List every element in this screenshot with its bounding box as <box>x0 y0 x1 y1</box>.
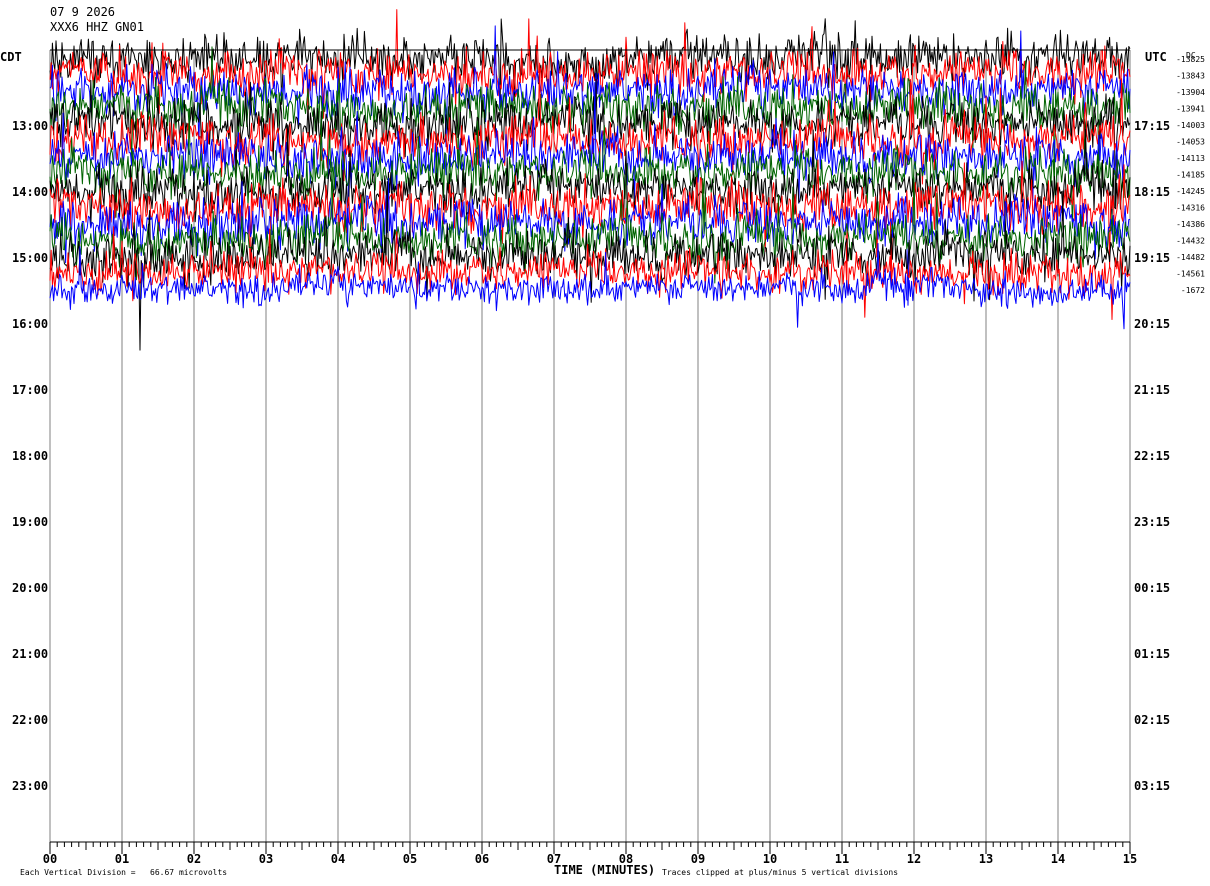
x-axis-title: TIME (MINUTES) <box>554 863 655 877</box>
dc-offset-label: -14316 <box>1176 204 1205 213</box>
x-tick-label: 09 <box>691 852 705 866</box>
dc-offset-label: -1672 <box>1181 286 1205 295</box>
right-hour-label: 22:15 <box>1134 449 1170 463</box>
dc-offset-label: -14561 <box>1176 270 1205 279</box>
trace-line <box>49 243 1131 330</box>
dc-offset-label: -14432 <box>1176 237 1205 246</box>
left-hour-label: 16:00 <box>12 317 48 331</box>
dc-offset-label: -14245 <box>1176 187 1205 196</box>
dc-offset-label: -13904 <box>1176 88 1205 97</box>
left-hour-label: 20:00 <box>12 581 48 595</box>
x-tick-label: 14 <box>1051 852 1065 866</box>
dc-label: DC <box>1186 51 1196 60</box>
dc-offset-label: -14482 <box>1176 253 1205 262</box>
trace-line <box>49 25 1131 148</box>
trace-line <box>49 177 1131 306</box>
dc-offset-label: -14113 <box>1176 154 1205 163</box>
right-hour-label: 02:15 <box>1134 713 1170 727</box>
x-tick-label: 07 <box>547 852 561 866</box>
dc-offset-label: -13941 <box>1176 105 1205 114</box>
left-hour-label: 17:00 <box>12 383 48 397</box>
left-hour-label: 21:00 <box>12 647 48 661</box>
left-hour-label: 13:00 <box>12 119 48 133</box>
right-hour-label: 17:15 <box>1134 119 1170 133</box>
dc-offset-label: -14185 <box>1176 171 1205 180</box>
x-tick-label: 00 <box>43 852 57 866</box>
date-label: 07 9 2026 <box>50 5 115 19</box>
x-tick-label: 05 <box>403 852 417 866</box>
left-hour-label: 15:00 <box>12 251 48 265</box>
right-hour-label: 18:15 <box>1134 185 1170 199</box>
right-hour-label: 21:15 <box>1134 383 1170 397</box>
right-hour-label: 23:15 <box>1134 515 1170 529</box>
left-hour-label: 22:00 <box>12 713 48 727</box>
left-timezone-label: CDT <box>0 50 22 64</box>
clip-note: Traces clipped at plus/minus 5 vertical … <box>662 868 898 877</box>
trace-line <box>49 46 1131 186</box>
dc-offset-label: -13843 <box>1176 72 1205 81</box>
trace-line <box>49 124 1131 247</box>
scale-note: Each Vertical Division = 66.67 microvolt… <box>20 868 227 877</box>
trace-line <box>49 108 1131 229</box>
x-tick-label: 02 <box>187 852 201 866</box>
x-tick-label: 10 <box>763 852 777 866</box>
station-label: XXX6 HHZ GN01 <box>50 20 144 34</box>
x-tick-label: 06 <box>475 852 489 866</box>
right-hour-label: 00:15 <box>1134 581 1170 595</box>
dc-offset-label: -14053 <box>1176 138 1205 147</box>
x-tick-label: 04 <box>331 852 345 866</box>
x-tick-label: 03 <box>259 852 273 866</box>
dc-offset-label: -13825 <box>1176 55 1205 64</box>
trace-line <box>49 159 1131 285</box>
right-hour-label: 20:15 <box>1134 317 1170 331</box>
x-tick-label: 01 <box>115 852 129 866</box>
trace-line <box>49 161 1131 284</box>
x-tick-label: 11 <box>835 852 849 866</box>
dc-offset-label: -14386 <box>1176 220 1205 229</box>
x-tick-label: 12 <box>907 852 921 866</box>
left-hour-label: 19:00 <box>12 515 48 529</box>
x-tick-label: 08 <box>619 852 633 866</box>
x-tick-label: 13 <box>979 852 993 866</box>
axes: 00 01 02 03 04 05 06 07 08 09 10 11 12 13 14 15 13:00 14:… <box>12 49 1205 866</box>
right-timezone-label: UTC <box>1145 50 1167 64</box>
x-tick-label: 15 <box>1123 852 1137 866</box>
left-hour-label: 14:00 <box>12 185 48 199</box>
right-hour-label: 01:15 <box>1134 647 1170 661</box>
dc-offset-label: -14003 <box>1176 121 1205 130</box>
right-hour-label: 19:15 <box>1134 251 1170 265</box>
seismic-traces <box>49 9 1131 351</box>
trace-line <box>49 226 1131 320</box>
left-hour-label: 23:00 <box>12 779 48 793</box>
right-hour-label: 03:15 <box>1134 779 1170 793</box>
left-hour-label: 18:00 <box>12 449 48 463</box>
